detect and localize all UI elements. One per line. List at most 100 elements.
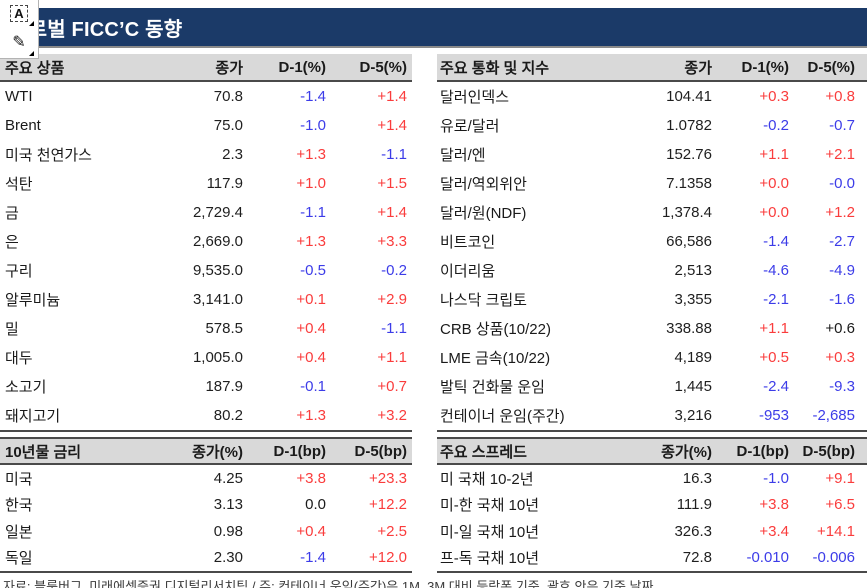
table-row: 한국 3.13 0.0 +12.2 xyxy=(0,492,412,519)
pen-annotate-button[interactable]: ✎ xyxy=(6,32,34,56)
table-row: 프-독 국채 10년 72.8 -0.010 -0.006 xyxy=(437,545,867,572)
table-row: 달러/원(NDF) 1,378.4 +0.0 +1.2 xyxy=(437,198,867,227)
row-label: 일본 xyxy=(5,523,33,541)
d1-value: -953 xyxy=(758,407,789,424)
close-value: 3,355 xyxy=(674,291,712,308)
d5-value: +0.7 xyxy=(377,378,407,395)
d1-value: +3.8 xyxy=(296,469,326,487)
d5-value: -4.9 xyxy=(829,262,855,279)
d1-value: +0.0 xyxy=(759,204,789,221)
d1-value: -0.1 xyxy=(300,378,326,395)
d5-value: +12.0 xyxy=(369,549,407,567)
top-tables-region: 주요 상품 종가 D-1(%) D-5(%) WTI 70.8 -1.4 +1.4 Br… xyxy=(0,54,867,432)
table-row: 나스닥 크립토 3,355 -2.1 -1.6 xyxy=(437,285,867,314)
d5-value: -0.0 xyxy=(829,175,855,192)
close-value: 104.41 xyxy=(666,88,712,105)
dropdown-corner-icon xyxy=(29,51,34,56)
spreads-header-row: 주요 스프레드 종가(%) D-1(bp) D-5(bp) xyxy=(437,437,867,465)
close-value: 9,535.0 xyxy=(192,262,243,279)
column-header: 10년물 금리 xyxy=(5,443,82,461)
column-header: D-5(%) xyxy=(807,58,856,76)
table-row: 일본 0.98 +0.4 +2.5 xyxy=(0,518,412,545)
d1-value: -1.4 xyxy=(763,233,789,250)
d1-value: +0.1 xyxy=(296,291,326,308)
d5-value: +2.9 xyxy=(377,291,407,308)
d1-value: +0.4 xyxy=(296,349,326,366)
row-label: 미국 xyxy=(5,470,33,488)
column-header: 종가(%) xyxy=(661,443,712,461)
table-row: 대두 1,005.0 +0.4 +1.1 xyxy=(0,343,412,372)
rates-body: 미국 4.25 +3.8 +23.3 한국 3.13 0.0 +12.2 일본 0.98 +0.4 +… xyxy=(0,465,412,573)
table-row: 컨테이너 운임(주간) 3,216 -953 -2,685 xyxy=(437,401,867,430)
table-row: 미-한 국채 10년 111.9 +3.8 +6.5 xyxy=(437,492,867,519)
titlebar-divider xyxy=(0,46,867,48)
close-value: 1,445 xyxy=(674,378,712,395)
d1-value: +0.5 xyxy=(759,349,789,366)
d5-value: -2.7 xyxy=(829,233,855,250)
close-value: 117.9 xyxy=(206,175,243,192)
d1-value: -2.1 xyxy=(763,291,789,308)
spreads-body: 미 국채 10-2년 16.3 -1.0 +9.1 미-한 국채 10년 111.9 +3.… xyxy=(437,465,867,573)
pdf-tool-popup: A ✎ xyxy=(0,0,39,59)
close-value: 3,216 xyxy=(674,407,712,424)
close-value: 66,586 xyxy=(666,233,712,250)
table-row: 유로/달러 1.0782 -0.2 -0.7 xyxy=(437,111,867,140)
spreads-table: 주요 스프레드 종가(%) D-1(bp) D-5(bp) 미 국채 10-2년… xyxy=(437,437,867,573)
close-value: 4,189 xyxy=(674,349,712,366)
column-header: D-1(bp) xyxy=(273,442,327,460)
d5-value: -0.2 xyxy=(381,262,407,279)
table-row: 금 2,729.4 -1.1 +1.4 xyxy=(0,198,412,227)
d5-value: -2,685 xyxy=(812,407,855,424)
d5-value: -1.6 xyxy=(829,291,855,308)
column-header: D-1(%) xyxy=(741,58,790,76)
d5-value: +1.4 xyxy=(377,88,407,105)
table-row: 미국 천연가스 2.3 +1.3 -1.1 xyxy=(0,140,412,169)
d5-value: +14.1 xyxy=(817,522,855,540)
d1-value: -0.5 xyxy=(300,262,326,279)
row-label: 이더리움 xyxy=(440,263,496,280)
currencies-table: 주요 통화 및 지수 종가 D-1(%) D-5(%) 달러인덱스 104.41 +… xyxy=(437,54,867,432)
row-label: WTI xyxy=(5,88,33,105)
close-value: 80.2 xyxy=(213,407,243,424)
d1-value: +1.1 xyxy=(759,146,789,163)
text-select-icon: A xyxy=(10,4,28,22)
d1-value: +3.8 xyxy=(759,496,789,514)
row-label: 대두 xyxy=(5,350,33,367)
d1-value: +1.3 xyxy=(296,233,326,250)
table-row: 독일 2.30 -1.4 +12.0 xyxy=(0,545,412,572)
text-select-button[interactable]: A xyxy=(6,2,34,26)
d1-value: +1.0 xyxy=(296,175,326,192)
d5-value: +1.4 xyxy=(377,117,407,134)
row-label: 석탄 xyxy=(5,176,33,193)
close-value: 187.9 xyxy=(205,378,243,395)
table-row: 달러/엔 152.76 +1.1 +2.1 xyxy=(437,140,867,169)
close-value: 4.25 xyxy=(213,469,243,487)
d5-value: -0.006 xyxy=(812,549,855,567)
table-row: 밀 578.5 +0.4 -1.1 xyxy=(0,314,412,343)
d1-value: 0.0 xyxy=(305,496,326,514)
d5-value: +3.3 xyxy=(377,233,407,250)
column-header: 주요 상품 xyxy=(5,59,65,77)
table-row: CRB 상품(10/22) 338.88 +1.1 +0.6 xyxy=(437,314,867,343)
d1-value: -1.0 xyxy=(300,117,326,134)
source-note: 자료: 블룸버그, 미래에셋증권 디지털리서치팀 / 주: 컨테이너 운임(주간… xyxy=(3,579,654,588)
rates-header-row: 10년물 금리 종가(%) D-1(bp) D-5(bp) xyxy=(0,437,412,465)
d1-value: -0.2 xyxy=(763,117,789,134)
close-value: 16.3 xyxy=(682,469,712,487)
d5-value: +2.5 xyxy=(377,522,407,540)
d1-value: -1.1 xyxy=(300,204,326,221)
d1-value: +0.3 xyxy=(759,88,789,105)
d5-value: -9.3 xyxy=(829,378,855,395)
column-header: D-5(bp) xyxy=(802,442,856,460)
d1-value: +0.4 xyxy=(296,320,326,337)
d5-value: +12.2 xyxy=(369,496,407,514)
row-label: 은 xyxy=(5,234,19,251)
commodities-header-row: 주요 상품 종가 D-1(%) D-5(%) xyxy=(0,54,412,82)
close-value: 2.3 xyxy=(222,146,243,163)
table-row: WTI 70.8 -1.4 +1.4 xyxy=(0,82,412,111)
row-label: 달러인덱스 xyxy=(440,89,510,106)
row-label: 독일 xyxy=(5,550,33,568)
row-label: 미 국채 10-2년 xyxy=(440,470,534,488)
d1-value: +1.3 xyxy=(296,146,326,163)
row-label: 알루미늄 xyxy=(5,292,61,309)
